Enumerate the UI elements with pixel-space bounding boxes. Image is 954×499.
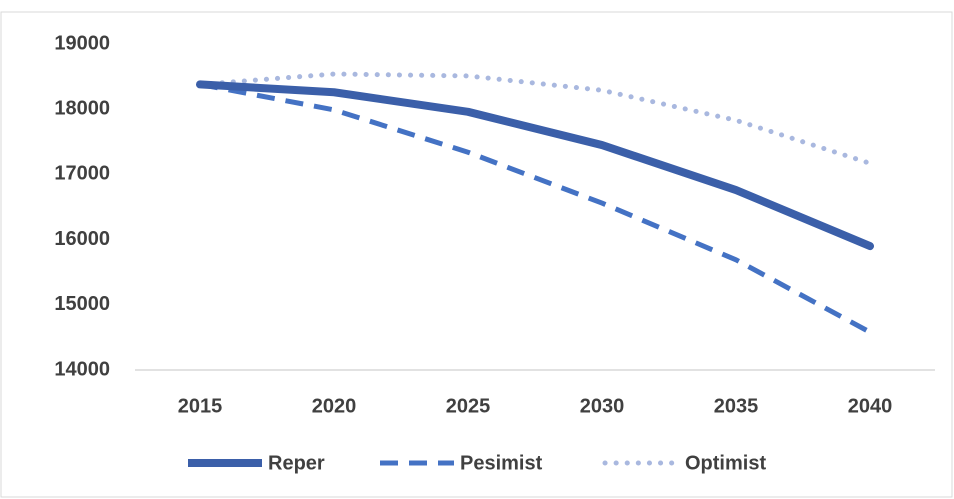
y-tick-label: 19000 [54,32,110,54]
y-tick-label: 15000 [54,293,110,315]
chart-border [0,11,953,498]
x-tick-label: 2015 [178,395,223,417]
series-line [196,80,874,251]
x-tick-label: 2025 [446,395,491,417]
legend-label: Reper [268,452,325,474]
y-tick-label: 17000 [54,163,110,185]
y-tick-label: 14000 [54,358,110,380]
y-tick-label: 16000 [54,228,110,250]
series-line [197,71,873,166]
legend-label: Pesimist [460,452,543,474]
y-tick-label: 18000 [54,97,110,119]
x-tick-label: 2030 [580,395,625,417]
x-tick-label: 2020 [312,395,357,417]
x-tick-label: 2040 [848,395,893,417]
series-line [199,81,872,335]
legend-label: Optimist [685,452,766,474]
x-tick-label: 2035 [714,395,759,417]
